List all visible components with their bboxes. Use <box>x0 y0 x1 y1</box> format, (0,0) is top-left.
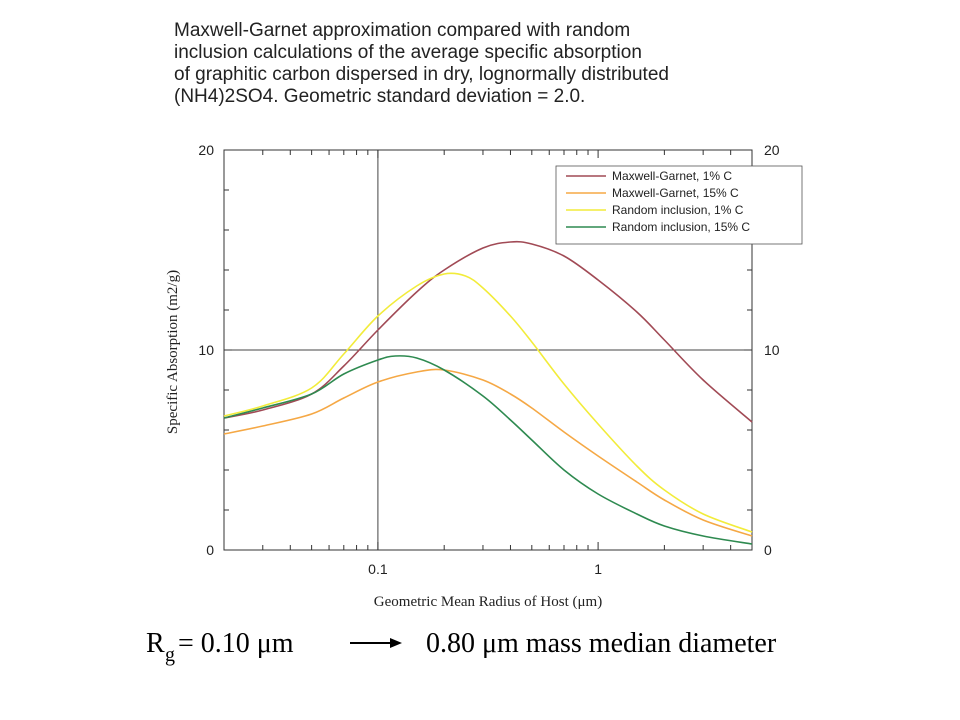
series-line-2 <box>223 368 753 537</box>
y-tick-label-left: 0 <box>206 542 214 558</box>
series-line-1 <box>223 240 753 423</box>
chart-title: Maxwell-Garnet approximation compared wi… <box>174 20 669 107</box>
y-axis-label: Specific Absorption (m2/g) <box>165 270 181 434</box>
caption-left-prefix: R <box>146 628 165 659</box>
caption-left-subscript: g <box>165 644 175 666</box>
legend: Maxwell-Garnet, 1% C Maxwell-Garnet, 15% … <box>555 165 803 245</box>
x-axis-label: Geometric Mean Radius of Host (μm) <box>374 594 602 610</box>
y-tick-label-right: 10 <box>764 342 780 358</box>
caption-arrow-icon <box>390 638 402 648</box>
y-tick-label-right: 0 <box>764 542 772 558</box>
reference-lines <box>224 150 752 550</box>
x-tick-label: 1 <box>594 561 602 577</box>
y-tick-label-left: 10 <box>198 342 214 358</box>
legend-label: Random inclusion, 1% C <box>612 203 744 217</box>
legend-label: Maxwell-Garnet, 1% C <box>612 169 732 183</box>
title-line-2: inclusion calculations of the average sp… <box>174 42 642 63</box>
series-line-3 <box>223 272 753 533</box>
title-line-4: (NH4)2SO4. Geometric standard deviation … <box>174 86 585 107</box>
caption: R g = 0.10 μm 0.80 μm mass median diamet… <box>146 628 777 666</box>
legend-box <box>555 165 803 245</box>
x-tick-label: 0.1 <box>368 561 388 577</box>
series-lines <box>223 240 753 545</box>
series-line-4 <box>223 355 753 545</box>
caption-right: 0.80 μm mass median diameter <box>426 628 777 659</box>
y-tick-label-left: 20 <box>198 142 214 158</box>
caption-left-value: = 0.10 μm <box>178 628 294 659</box>
legend-label: Maxwell-Garnet, 15% C <box>612 186 739 200</box>
title-line-3: of graphitic carbon dispersed in dry, lo… <box>174 64 669 85</box>
legend-label: Random inclusion, 15% C <box>612 220 750 234</box>
y-tick-label-right: 20 <box>764 142 780 158</box>
title-line-1: Maxwell-Garnet approximation compared wi… <box>174 20 630 41</box>
